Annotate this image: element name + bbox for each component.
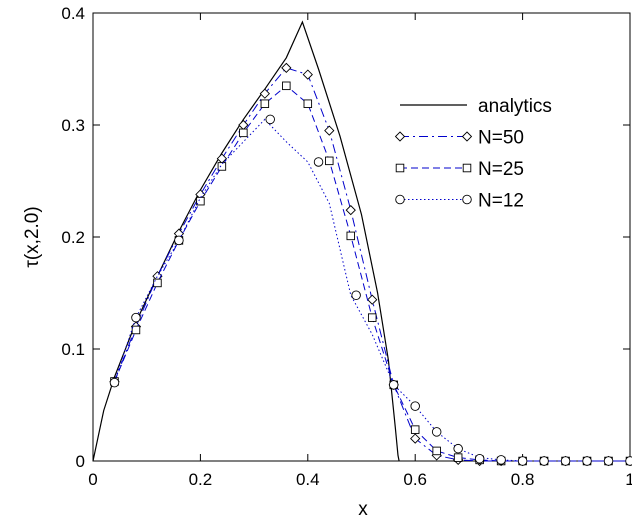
- y-tick-label: 0: [76, 452, 85, 471]
- x-tick-label: 0.4: [296, 470, 320, 489]
- circle-marker: [462, 194, 472, 205]
- square-marker: [367, 313, 377, 322]
- diamond-marker: [259, 88, 270, 99]
- series-layer: [92, 20, 632, 467]
- diamond-marker: [461, 131, 473, 142]
- series-line: [114, 85, 630, 462]
- square-marker: [346, 231, 356, 241]
- y-tick-label: 0.4: [61, 4, 85, 23]
- circle-marker: [351, 290, 361, 300]
- circle-marker: [603, 456, 614, 466]
- y-tick-label: 0.2: [61, 228, 85, 247]
- square-marker: [432, 446, 441, 456]
- circle-marker: [131, 312, 141, 323]
- circle-marker: [517, 456, 528, 466]
- square-marker: [325, 156, 334, 166]
- diamond-marker: [281, 62, 292, 74]
- legend-item: N=12: [395, 191, 524, 212]
- x-tick-label: 0.2: [189, 470, 213, 489]
- series-line: [114, 118, 630, 462]
- circle-marker: [453, 443, 463, 454]
- circle-marker: [582, 456, 592, 466]
- circle-marker: [625, 456, 632, 466]
- axis-ticks: 0 0.2 0.4 0.6 0.8 1 0 0.1 0.2 0.3 0.4: [61, 4, 632, 489]
- square-marker: [131, 325, 141, 335]
- square-marker: [303, 99, 313, 108]
- legend-label: N=50: [478, 128, 524, 149]
- legend-label: N=25: [478, 159, 524, 180]
- x-tick-label: 0: [88, 470, 97, 489]
- circle-marker: [265, 114, 275, 125]
- legend-item: analytics: [400, 96, 552, 117]
- y-axis-label: τ(x,2.0): [22, 206, 43, 267]
- square-marker: [260, 99, 270, 108]
- square-marker: [462, 163, 472, 173]
- series-n-25: [110, 81, 632, 466]
- square-marker: [239, 128, 248, 138]
- legend-label: analytics: [478, 96, 552, 117]
- square-marker: [453, 453, 463, 462]
- circle-marker: [560, 456, 571, 466]
- legend-label: N=12: [478, 191, 524, 212]
- square-marker: [410, 425, 420, 434]
- x-tick-label: 0.8: [511, 470, 535, 489]
- circle-marker: [388, 380, 399, 390]
- square-marker: [282, 81, 291, 91]
- legend-item: N=25: [395, 159, 524, 180]
- series-n-50: [109, 62, 632, 467]
- diamond-marker: [345, 204, 356, 216]
- circle-marker: [474, 454, 485, 464]
- circle-marker: [109, 377, 120, 388]
- y-tick-label: 0.3: [61, 116, 85, 135]
- square-marker: [217, 162, 227, 171]
- y-tick-label: 0.1: [61, 340, 85, 359]
- plot-frame: [92, 12, 631, 462]
- circle-marker: [410, 401, 420, 411]
- square-marker: [153, 278, 162, 288]
- diamond-marker: [367, 294, 378, 305]
- series-analytics: [92, 20, 400, 462]
- x-axis-label: x: [358, 499, 368, 520]
- circle-marker: [313, 157, 324, 167]
- square-marker: [196, 196, 205, 206]
- circle-marker: [539, 456, 549, 466]
- diamond-marker: [394, 131, 406, 142]
- circle-marker: [431, 427, 442, 437]
- diamond-marker: [302, 69, 313, 80]
- x-tick-label: 1: [625, 470, 632, 489]
- diamond-marker: [324, 125, 335, 136]
- circle-marker: [496, 455, 506, 465]
- circle-marker: [395, 194, 405, 205]
- square-marker: [395, 163, 405, 173]
- series-n-12: [109, 114, 632, 466]
- x-tick-label: 0.6: [403, 470, 427, 489]
- legend: analytics N=50 N=25 N=12: [394, 96, 552, 212]
- circle-marker: [174, 235, 184, 246]
- diamond-marker: [410, 433, 421, 444]
- legend-item: N=50: [394, 128, 524, 149]
- series-line: [92, 20, 400, 462]
